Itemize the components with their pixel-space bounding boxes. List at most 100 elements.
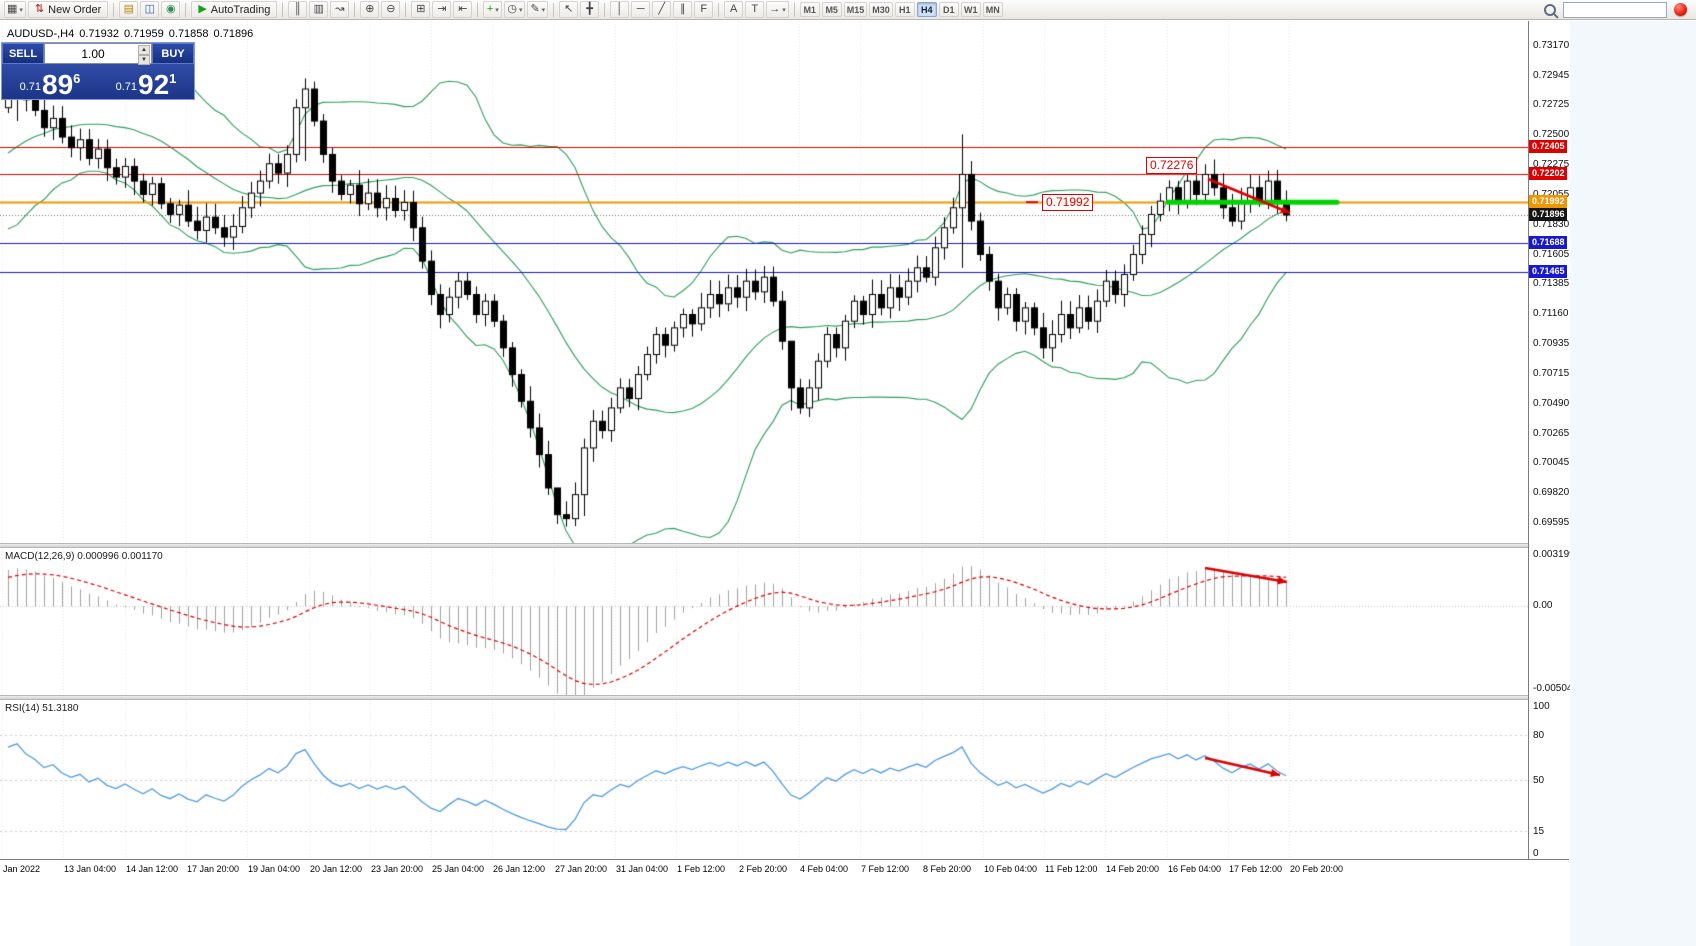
- low-value: 0.71858: [168, 28, 209, 40]
- rsi-indicator-label: RSI(14) 51.3180: [5, 703, 79, 714]
- sell-price[interactable]: 0.71 89 6: [2, 64, 98, 99]
- timeframe-button-MN[interactable]: MN: [982, 2, 1003, 17]
- periods-icon[interactable]: ◷ ▾: [504, 1, 526, 18]
- indicators-icon[interactable]: + ▾: [483, 1, 503, 18]
- toolbar: ▦ ▾ ⇅ New Order ▤ ◫ ◉ ▶ AutoTrading ║ ▥ ↝ ⊕ ⊖ ⊞ ⇥ ⇤ + ▾ ◷ ▾ ✎…: [0, 0, 1696, 20]
- macd-axis-label: -0.005049: [1533, 683, 1579, 694]
- buy-price-sup: 1: [169, 71, 177, 86]
- price-tag: 0.71896: [1529, 207, 1567, 221]
- trendline-icon[interactable]: ╱: [652, 1, 672, 18]
- close-value: 0.71896: [213, 28, 254, 40]
- volume-down-button[interactable]: ▼: [138, 55, 150, 65]
- volume-spinner: ▲ ▼: [138, 45, 150, 65]
- text-icon[interactable]: A: [724, 1, 744, 18]
- periods-icon: ◷: [507, 3, 517, 15]
- toolbar-separator: [718, 2, 720, 17]
- new-order-button[interactable]: ⇅ New Order: [27, 1, 109, 18]
- sell-price-big: 89: [42, 69, 74, 101]
- sell-price-sup: 6: [73, 71, 81, 86]
- price-tag: 0.71465: [1529, 265, 1567, 279]
- time-axis-label: 20 Jan 12:00: [310, 864, 363, 874]
- timeframe-button-M1[interactable]: M1: [799, 2, 820, 17]
- price-axis-label: 0.71605: [1533, 248, 1570, 260]
- text-label-icon[interactable]: T: [745, 1, 765, 18]
- chevron-down-icon: ▾: [495, 6, 499, 14]
- horizontal-line-icon[interactable]: ─: [631, 1, 651, 18]
- zoom-in-icon[interactable]: ⊕: [360, 1, 380, 18]
- profiles-icon: ▤: [123, 3, 135, 15]
- timeframe-button-M30[interactable]: M30: [869, 2, 893, 17]
- volume-up-button[interactable]: ▲: [138, 45, 150, 55]
- vertical-line-icon[interactable]: │: [610, 1, 630, 18]
- price-annotation-level[interactable]: 0.71992: [1042, 194, 1094, 211]
- time-axis-label: 17 Jan 20:00: [187, 864, 240, 874]
- toolbar-separator: [185, 2, 187, 17]
- price-tag: 0.71688: [1529, 235, 1567, 249]
- bar-chart-icon[interactable]: ║: [288, 1, 308, 18]
- price-chart-canvas[interactable]: [0, 21, 1528, 543]
- search-input[interactable]: [1563, 1, 1667, 18]
- chart-title: AUDUSD-,H4 0.71932 0.71959 0.71858 0.71896: [7, 28, 258, 40]
- toolbar-separator: [282, 2, 284, 17]
- crosshair-icon: ╋: [586, 3, 593, 15]
- buy-price[interactable]: 0.71 92 1: [98, 64, 194, 99]
- timeframe-button-H4[interactable]: H4: [916, 2, 937, 17]
- tile-windows-icon: ⊞: [416, 3, 426, 15]
- data-window-icon: ◫: [144, 3, 156, 15]
- macd-panel-canvas[interactable]: [0, 548, 1528, 695]
- toolbar-separator: [604, 2, 606, 17]
- volume-input[interactable]: [47, 45, 139, 62]
- auto-scroll-icon[interactable]: ⇥: [432, 1, 452, 18]
- timeframe-button-W1[interactable]: W1: [960, 2, 981, 17]
- cursor-icon[interactable]: ↖: [559, 1, 579, 18]
- panel-divider[interactable]: [0, 543, 1569, 548]
- macd-axis-label: 0.00: [1533, 600, 1553, 612]
- sell-button[interactable]: SELL: [2, 43, 44, 64]
- toolbar-separator: [793, 2, 795, 17]
- profiles-icon[interactable]: ▤: [119, 1, 139, 18]
- chevron-down-icon: ▾: [518, 6, 523, 14]
- vertical-line-icon: │: [616, 3, 624, 15]
- text-label-icon: T: [751, 3, 759, 15]
- price-axis-label: 0.70265: [1533, 427, 1570, 439]
- data-window-icon[interactable]: ◫: [140, 1, 160, 18]
- tile-windows-icon[interactable]: ⊞: [411, 1, 431, 18]
- timeframe-button-M15[interactable]: M15: [843, 2, 868, 17]
- indicators-icon: +: [486, 3, 494, 15]
- timeframe-button-H1[interactable]: H1: [894, 2, 915, 17]
- crosshair-icon[interactable]: ╋: [580, 1, 600, 18]
- panel-divider[interactable]: [0, 695, 1569, 700]
- navigator-icon[interactable]: ◉: [161, 1, 181, 18]
- chart-shift-icon[interactable]: ⇤: [453, 1, 473, 18]
- time-axis-label: 19 Jan 04:00: [248, 864, 301, 874]
- price-axis: 0.73170 0.72945 0.72725 0.72500 0.72275 0.720…: [1528, 21, 1578, 859]
- price-annotation-high[interactable]: 0.72276: [1146, 157, 1198, 174]
- new-chart-icon[interactable]: ▦ ▾: [4, 1, 26, 18]
- zoom-out-icon[interactable]: ⊖: [381, 1, 401, 18]
- buy-button[interactable]: BUY: [152, 43, 194, 64]
- chevron-down-icon: ▾: [19, 6, 23, 14]
- price-axis-label: 0.72055: [1533, 189, 1569, 200]
- community-notification-icon[interactable]: [1674, 3, 1687, 16]
- time-axis-label: 26 Jan 12:00: [493, 864, 546, 874]
- timeframe-button-D1[interactable]: D1: [938, 2, 959, 17]
- search-icon[interactable]: [1544, 3, 1556, 16]
- fibonacci-icon[interactable]: F: [694, 1, 714, 18]
- autotrading-button-label: AutoTrading: [210, 3, 271, 16]
- buy-price-prefix: 0.71: [115, 81, 138, 93]
- rsi-panel-canvas[interactable]: [0, 700, 1528, 859]
- horizontal-line-icon: ─: [636, 3, 645, 15]
- open-value: 0.71932: [79, 28, 119, 40]
- timeframe-button-M5[interactable]: M5: [821, 2, 842, 17]
- autotrading-button[interactable]: ▶ AutoTrading: [191, 1, 278, 18]
- candlestick-chart-icon[interactable]: ▥: [309, 1, 329, 18]
- cursor-icon: ↖: [564, 3, 574, 15]
- line-chart-icon[interactable]: ↝: [330, 1, 350, 18]
- arrows-icon[interactable]: → ▾: [766, 1, 789, 18]
- price-axis-label: 0.69820: [1533, 486, 1570, 498]
- channel-icon[interactable]: ∥: [673, 1, 693, 18]
- price-axis-label: 0.72725: [1533, 99, 1570, 111]
- price-axis-label: 0.72500: [1533, 129, 1570, 141]
- chevron-down-icon: ▾: [782, 6, 786, 14]
- templates-icon[interactable]: ✎ ▾: [527, 1, 549, 18]
